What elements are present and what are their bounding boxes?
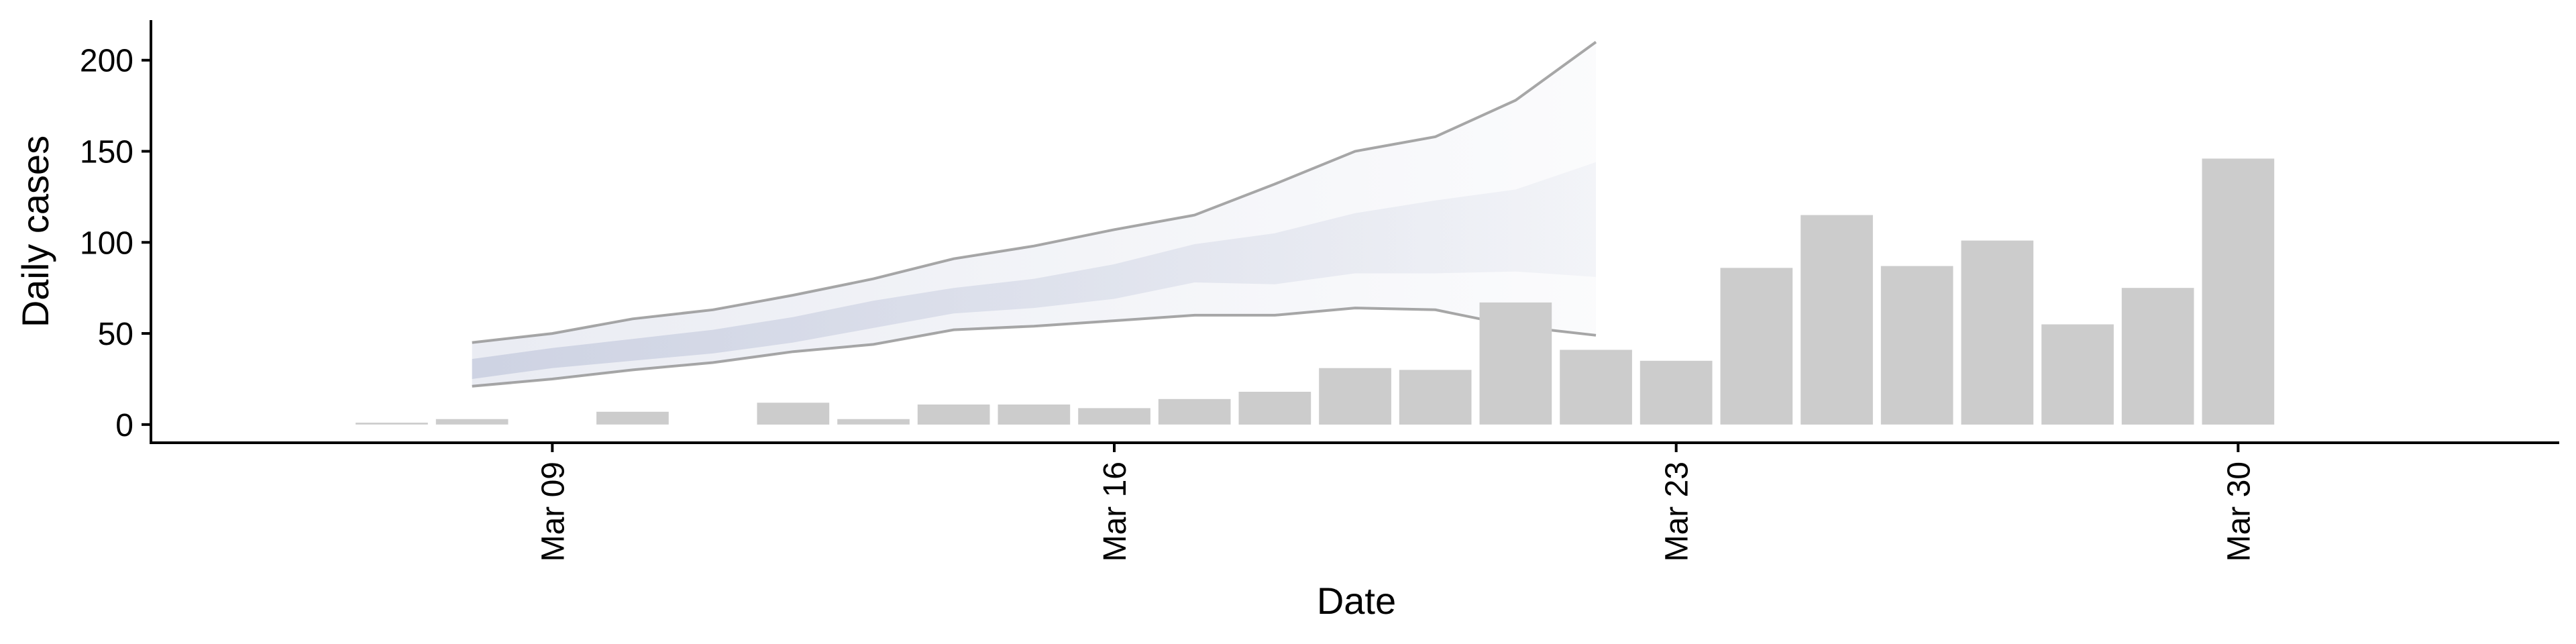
y-tick-label: 150 (80, 135, 133, 170)
bar (1720, 268, 1793, 425)
outer-interval-band (472, 42, 1597, 386)
bar (2121, 288, 2194, 425)
y-axis-title: Daily cases (14, 136, 56, 327)
bar (1238, 392, 1311, 425)
lower-bound-line (472, 307, 1597, 388)
projection-layer (472, 40, 1597, 388)
bar (2202, 158, 2275, 425)
bar (2041, 324, 2114, 425)
bar (596, 411, 669, 425)
bar (757, 402, 830, 425)
x-axis-title: Date (1317, 580, 1396, 622)
y-tick-label: 100 (80, 225, 133, 261)
bar (1158, 398, 1231, 425)
bar (917, 405, 990, 425)
bar (1961, 240, 2034, 425)
bar (1399, 370, 1472, 425)
bar (1319, 368, 1391, 425)
bar (837, 419, 910, 425)
x-tick-label: Mar 23 (1660, 462, 1695, 561)
bar (998, 405, 1071, 425)
bar (1479, 302, 1552, 425)
y-tick-label: 0 (115, 408, 133, 443)
x-tick-label: Mar 16 (1097, 462, 1133, 561)
bar (1801, 215, 1873, 425)
x-tick-label: Mar 09 (535, 462, 571, 561)
bar (1078, 408, 1150, 425)
bars-layer (356, 158, 2275, 425)
bar (435, 419, 508, 425)
upper-bound-line (472, 40, 1597, 344)
bar (1560, 350, 1632, 425)
x-tick-label: Mar 30 (2221, 462, 2257, 561)
inner-interval-band (472, 162, 1597, 380)
bar (356, 423, 428, 425)
axes-layer: 0 50 100 150 200 Mar 09 Mar 16 Mar 23 Mar 30 (80, 20, 2559, 561)
y-tick-label: 50 (98, 317, 133, 352)
y-tick-label: 200 (80, 44, 133, 79)
bar (1880, 266, 1953, 425)
bar (1640, 360, 1713, 425)
